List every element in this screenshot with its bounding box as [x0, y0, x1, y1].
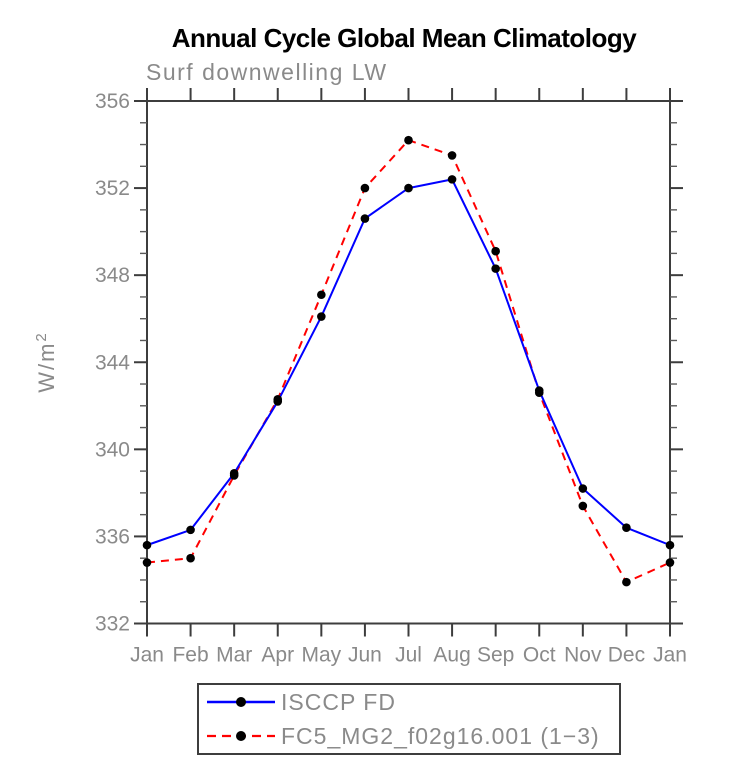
fc5-data-point	[578, 501, 588, 511]
y-tick-label: 336	[95, 525, 130, 548]
fc5-line	[146, 139, 671, 584]
y-tick-label: 356	[95, 90, 130, 113]
x-tick-label: Feb	[172, 644, 208, 667]
fc5-data-point	[622, 577, 631, 587]
isccp-marker-sample	[236, 697, 246, 707]
y-axis-title-exponent: 2	[33, 331, 50, 341]
y-tick-label: 352	[95, 177, 130, 200]
chart-title: Annual Cycle Global Mean Climatology	[172, 23, 638, 53]
isccp-fd-line	[146, 178, 671, 547]
fc5-data-point	[665, 558, 675, 567]
x-tick-label: Oct	[523, 644, 556, 667]
x-tick-label: Nov	[564, 644, 602, 667]
x-tick-label: Sep	[477, 644, 514, 667]
x-tick-label: Jul	[395, 644, 422, 667]
isccp-data-point	[360, 214, 370, 223]
x-tick-label: Mar	[216, 644, 252, 667]
y-axis-title: W/m2	[33, 331, 59, 393]
isccp-data-point	[404, 183, 413, 193]
x-tick-label: Jun	[348, 644, 382, 667]
isccp-data-point	[534, 386, 544, 395]
isccp-data-point	[447, 175, 457, 184]
isccp-line-swatch	[207, 697, 275, 707]
isccp-data-point	[317, 312, 326, 321]
legend-item-fc5: FC5_MG2_f02g16.001 (1−3)	[204, 719, 619, 753]
isccp-data-point	[229, 468, 239, 478]
x-tick-label: Dec	[608, 644, 645, 667]
fc5-data-point	[186, 553, 195, 563]
isccp-data-point	[142, 540, 152, 550]
fc5-data-point	[491, 246, 500, 256]
data-series	[142, 135, 675, 587]
x-tick-label: Apr	[261, 644, 294, 667]
x-tick-label: Jan	[653, 644, 687, 667]
fc5-marker-sample	[236, 731, 246, 741]
x-tick-label: May	[301, 644, 341, 667]
legend-label-fc5: FC5_MG2_f02g16.001 (1−3)	[281, 722, 600, 749]
fc5-data-point	[142, 558, 152, 567]
isccp-data-point	[665, 540, 675, 550]
chart-subtitle: Surf downwelling LW	[146, 59, 388, 85]
legend-label-isccp: ISCCP FD	[281, 688, 396, 715]
fc5-data-point	[360, 183, 370, 193]
y-tick-label: 344	[95, 351, 130, 374]
isccp-data-point	[186, 525, 195, 535]
legend-box: ISCCP FD FC5_MG2_f02g16.001 (1−3)	[197, 683, 621, 755]
y-tick-label: 348	[95, 264, 130, 287]
y-tick-label: 340	[95, 438, 130, 461]
axes: Jan Feb Mar Apr May Jun Jul Aug Sep Oct Nov Dec Jan3…	[95, 88, 687, 667]
isccp-data-point	[491, 264, 500, 273]
y-axis-title-base: W/m	[34, 342, 59, 393]
fc5-line-swatch	[207, 731, 275, 741]
fc5-data-point	[447, 151, 457, 160]
x-tick-label: Jan	[130, 644, 164, 667]
legend-item-isccp: ISCCP FD	[204, 685, 619, 719]
fc5-data-point	[317, 290, 326, 300]
isccp-data-point	[578, 484, 588, 493]
y-tick-label: 332	[95, 613, 130, 636]
isccp-data-point	[273, 397, 283, 406]
x-tick-label: Aug	[433, 644, 470, 667]
fc5-data-point	[404, 135, 413, 145]
isccp-data-point	[622, 523, 631, 533]
